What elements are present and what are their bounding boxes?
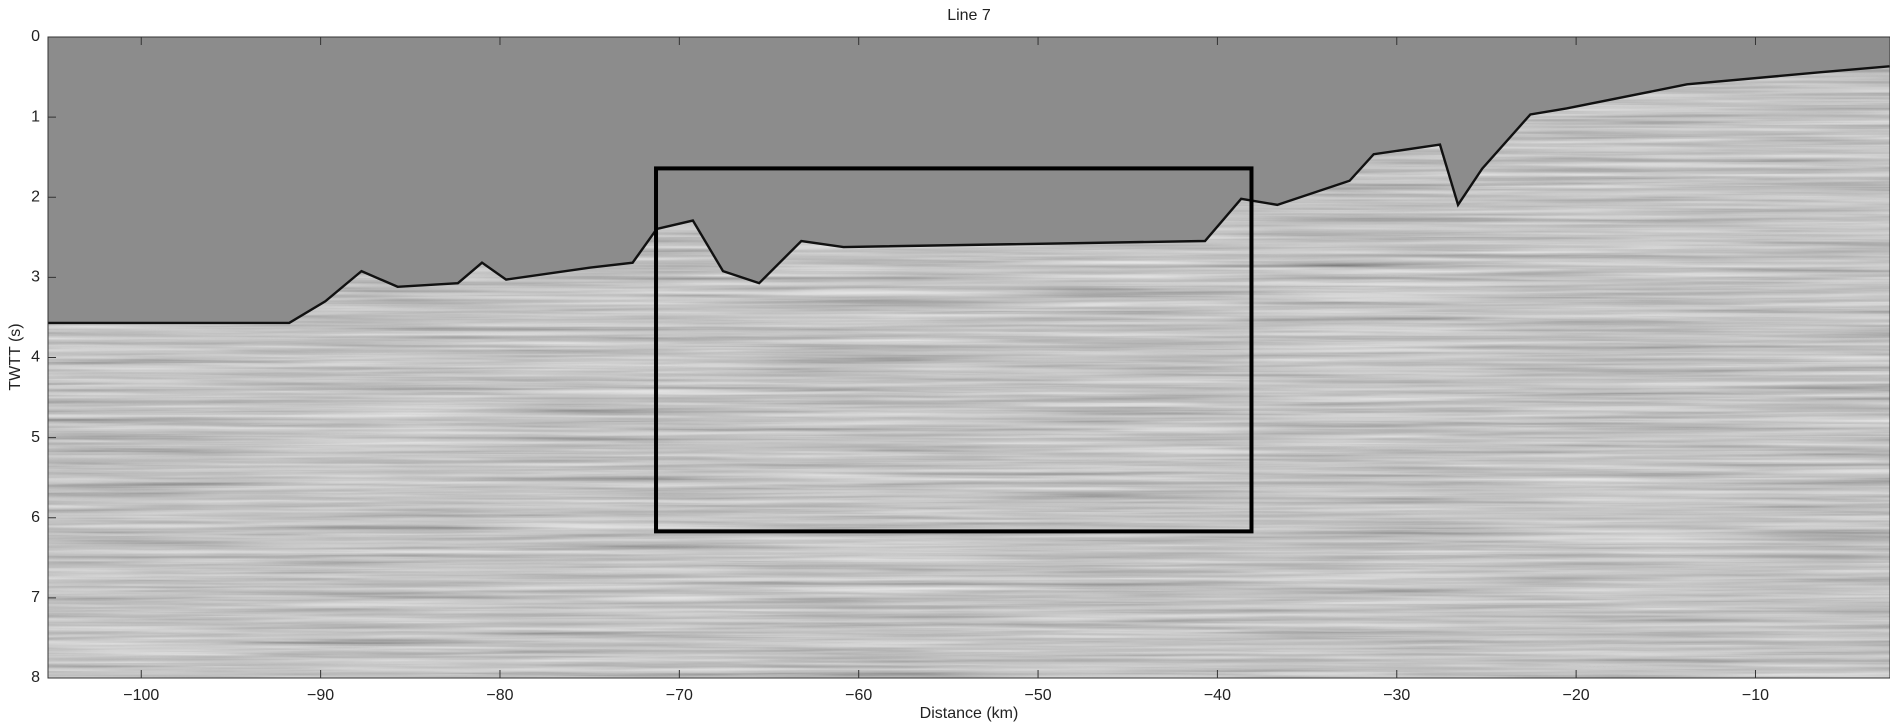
highlight-box	[654, 166, 1254, 534]
x-tick-label: −10	[1742, 687, 1769, 704]
y-tick-label: 0	[31, 28, 40, 45]
y-axis-label: TWTT (s)	[7, 323, 24, 390]
y-tick-label: 5	[31, 429, 40, 446]
y-tick-label: 4	[31, 349, 40, 366]
x-tick-label: −20	[1563, 687, 1590, 704]
x-axis-label: Distance (km)	[920, 705, 1019, 722]
x-tick-label: −30	[1383, 687, 1410, 704]
x-tick-label: −40	[1204, 687, 1231, 704]
x-tick-label: −60	[845, 687, 872, 704]
y-tick-label: 2	[31, 188, 40, 205]
x-tick-label: −90	[307, 687, 334, 704]
seafloor-reflector	[48, 65, 1890, 325]
x-tick-label: −50	[1024, 687, 1051, 704]
y-tick-label: 1	[31, 108, 40, 125]
y-tick-label: 7	[31, 589, 40, 606]
x-tick-label: −80	[486, 687, 513, 704]
y-tick-label: 6	[31, 509, 40, 526]
x-tick-label: −100	[123, 687, 159, 704]
y-tick-label: 3	[31, 269, 40, 286]
x-tick-label: −70	[666, 687, 693, 704]
y-tick-label: 8	[31, 669, 40, 686]
chart-title: Line 7	[947, 7, 991, 24]
